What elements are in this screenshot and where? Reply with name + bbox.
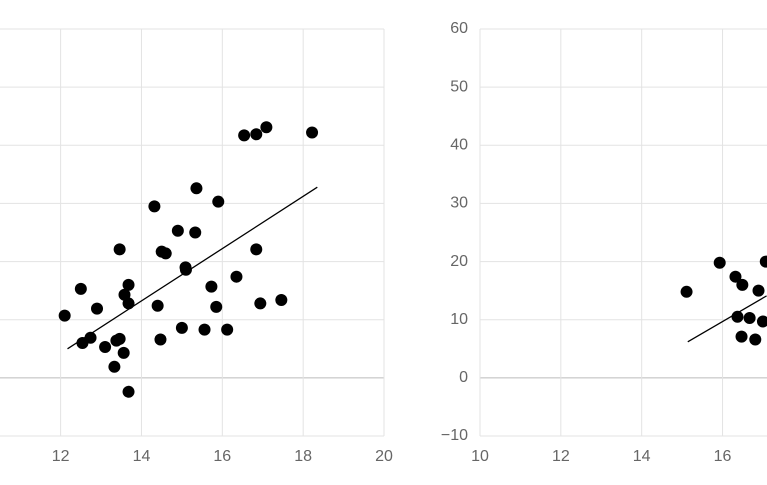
point	[250, 128, 263, 141]
marks	[680, 255, 767, 346]
point	[91, 302, 104, 315]
point	[260, 121, 273, 134]
point	[759, 255, 767, 268]
trend-line	[67, 186, 318, 350]
plot: −10 0 10 20 30 40 50 60 10 12 14 16	[441, 20, 767, 465]
y-tick-label: −10	[441, 427, 468, 444]
point	[713, 256, 726, 269]
point	[74, 282, 87, 295]
point	[154, 333, 167, 346]
point	[680, 285, 693, 298]
x-tick-label: 10	[471, 448, 489, 465]
point	[58, 309, 71, 322]
point	[756, 315, 767, 328]
x-tick-label: 20	[375, 448, 393, 465]
x-tick-label: 12	[52, 448, 70, 465]
point	[99, 341, 112, 354]
point	[198, 323, 211, 336]
marks	[58, 121, 319, 398]
y-tick-label: 40	[450, 137, 468, 154]
point	[210, 300, 223, 313]
point	[148, 200, 161, 213]
point	[159, 247, 172, 260]
x-tick-label: 14	[633, 448, 651, 465]
point	[221, 323, 234, 336]
point	[122, 385, 135, 398]
point	[190, 182, 203, 195]
point	[230, 270, 243, 283]
y-tick-label: 60	[450, 20, 468, 37]
x-tick-label: 16	[213, 448, 231, 465]
point	[151, 299, 164, 312]
trend-line	[687, 295, 767, 343]
point	[275, 293, 288, 306]
point	[729, 270, 742, 283]
point	[212, 195, 225, 208]
point	[254, 297, 267, 310]
y-tick-label: 20	[450, 253, 468, 270]
point	[749, 333, 762, 346]
point	[113, 332, 126, 345]
point	[306, 126, 319, 139]
x-tick-label: 16	[714, 448, 732, 465]
point	[122, 278, 135, 291]
x-tick-label: 14	[133, 448, 151, 465]
point	[84, 331, 97, 344]
point	[250, 243, 263, 256]
point	[736, 278, 749, 291]
point	[752, 284, 765, 297]
point	[108, 360, 121, 373]
point	[205, 280, 218, 293]
y-tick-label: 10	[450, 311, 468, 328]
point	[113, 243, 126, 256]
point	[238, 129, 251, 142]
point	[117, 346, 130, 359]
point	[731, 310, 744, 323]
x-tick-label: 18	[294, 448, 312, 465]
x-tick-label: 12	[552, 448, 570, 465]
point	[743, 311, 756, 324]
point	[735, 330, 748, 343]
y-tick-label: 30	[450, 195, 468, 212]
point	[171, 224, 184, 237]
point	[122, 297, 135, 310]
point	[189, 226, 202, 239]
point	[179, 263, 192, 276]
plot: 12 14 16 18 20	[0, 28, 393, 465]
y-tick-label: 0	[459, 369, 468, 386]
y-tick-label: 50	[450, 78, 468, 95]
point	[175, 321, 188, 334]
